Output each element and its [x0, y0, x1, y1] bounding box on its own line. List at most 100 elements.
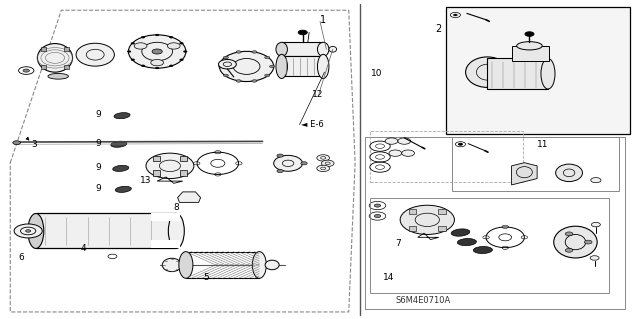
Ellipse shape — [276, 42, 287, 56]
Circle shape — [180, 59, 184, 61]
Circle shape — [141, 65, 145, 67]
Text: 9: 9 — [95, 139, 101, 148]
Bar — [511, 46, 548, 61]
Circle shape — [459, 143, 463, 145]
Ellipse shape — [163, 258, 181, 271]
Ellipse shape — [218, 59, 236, 69]
Circle shape — [591, 222, 600, 227]
Circle shape — [277, 169, 284, 173]
Ellipse shape — [129, 35, 186, 68]
Bar — [186, 252, 259, 278]
Circle shape — [141, 36, 145, 38]
Circle shape — [223, 74, 228, 77]
Circle shape — [170, 65, 173, 67]
Text: 1: 1 — [320, 15, 326, 26]
Bar — [152, 156, 160, 161]
Ellipse shape — [28, 213, 44, 249]
Circle shape — [127, 50, 131, 52]
Bar — [36, 213, 176, 249]
Ellipse shape — [317, 54, 329, 78]
Bar — [408, 226, 416, 231]
Ellipse shape — [458, 239, 476, 246]
Circle shape — [398, 138, 411, 144]
Circle shape — [131, 42, 135, 44]
Ellipse shape — [556, 164, 582, 182]
Circle shape — [317, 155, 330, 161]
Circle shape — [265, 74, 270, 77]
Circle shape — [252, 51, 257, 53]
Circle shape — [180, 42, 184, 44]
Text: 7: 7 — [396, 239, 401, 248]
Text: 13: 13 — [140, 176, 152, 185]
Bar — [370, 131, 523, 182]
Text: 11: 11 — [537, 140, 548, 149]
Circle shape — [236, 80, 241, 82]
Ellipse shape — [48, 73, 68, 79]
Circle shape — [277, 154, 284, 157]
Circle shape — [252, 80, 257, 82]
Ellipse shape — [37, 44, 72, 72]
Text: 10: 10 — [371, 69, 383, 78]
Polygon shape — [511, 163, 537, 185]
Circle shape — [156, 67, 159, 69]
Circle shape — [14, 224, 42, 238]
Bar — [41, 65, 46, 69]
Circle shape — [389, 150, 402, 156]
Text: S6M4E0710A: S6M4E0710A — [396, 296, 451, 305]
Ellipse shape — [329, 47, 337, 52]
Text: 2: 2 — [435, 24, 441, 34]
Circle shape — [385, 138, 398, 144]
Bar — [447, 7, 630, 134]
Ellipse shape — [274, 155, 303, 171]
Circle shape — [565, 232, 573, 236]
Circle shape — [584, 240, 592, 244]
Ellipse shape — [541, 58, 555, 89]
Ellipse shape — [252, 252, 266, 278]
Circle shape — [591, 178, 601, 183]
Bar — [180, 156, 188, 161]
Ellipse shape — [317, 42, 329, 56]
Circle shape — [167, 43, 180, 49]
Circle shape — [151, 59, 164, 66]
Circle shape — [565, 249, 573, 252]
Circle shape — [265, 56, 270, 59]
Ellipse shape — [113, 165, 129, 171]
Ellipse shape — [554, 226, 597, 258]
Circle shape — [301, 162, 307, 165]
Polygon shape — [151, 213, 179, 221]
Ellipse shape — [168, 213, 184, 249]
Bar — [41, 47, 46, 51]
Ellipse shape — [115, 186, 131, 192]
Ellipse shape — [265, 260, 279, 270]
Circle shape — [183, 50, 187, 52]
Circle shape — [170, 36, 173, 38]
Text: 12: 12 — [312, 90, 324, 99]
Ellipse shape — [400, 205, 454, 234]
Circle shape — [131, 59, 135, 61]
Circle shape — [374, 214, 381, 218]
Circle shape — [321, 160, 334, 167]
Circle shape — [223, 56, 228, 59]
Text: ◄ E-6: ◄ E-6 — [301, 120, 324, 129]
Text: 9: 9 — [95, 184, 101, 193]
Circle shape — [454, 14, 458, 16]
Circle shape — [134, 43, 147, 49]
Circle shape — [374, 204, 381, 207]
Circle shape — [156, 34, 159, 36]
Bar — [180, 170, 188, 175]
Circle shape — [402, 150, 415, 156]
Circle shape — [590, 256, 599, 260]
Bar — [64, 47, 69, 51]
Text: 14: 14 — [383, 273, 394, 282]
Ellipse shape — [451, 229, 470, 236]
Text: 5: 5 — [204, 272, 209, 281]
Bar — [438, 209, 446, 214]
Bar — [365, 137, 625, 309]
Text: 9: 9 — [95, 110, 101, 119]
Ellipse shape — [179, 194, 199, 202]
Circle shape — [218, 65, 223, 68]
Ellipse shape — [220, 51, 274, 82]
Text: 3: 3 — [31, 140, 37, 149]
Bar — [64, 65, 69, 69]
Circle shape — [236, 51, 241, 53]
